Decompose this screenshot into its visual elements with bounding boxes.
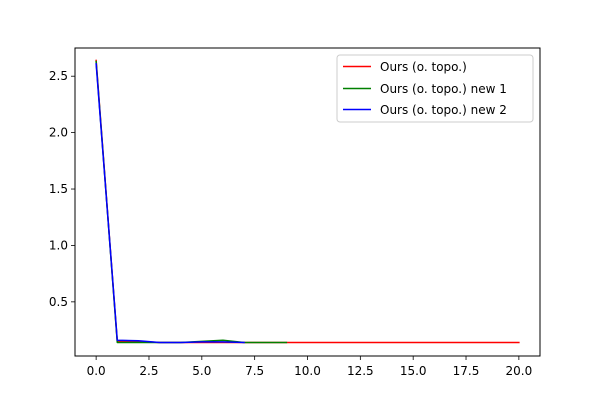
x-tick-label: 17.5 (453, 364, 480, 378)
y-tick-label: 2.0 (49, 126, 68, 140)
x-tick-label: 10.0 (294, 364, 321, 378)
x-tick-label: 7.5 (245, 364, 264, 378)
y-tick-label: 2.5 (49, 69, 68, 83)
x-tick-label: 5.0 (192, 364, 211, 378)
series-layer (95, 59, 520, 344)
y-axis: 0.5 1.0 1.5 2.0 2.5 (49, 69, 75, 309)
legend-label: Ours (o. topo.) new 2 (380, 103, 507, 117)
y-tick-label: 0.5 (49, 295, 68, 309)
legend: Ours (o. topo.) Ours (o. topo.) new 1 Ou… (336, 54, 534, 123)
x-tick-label: 12.5 (347, 364, 374, 378)
series-line (95, 62, 245, 344)
x-tick-label: 15.0 (400, 364, 427, 378)
legend-label: Ours (o. topo.) (380, 60, 467, 74)
x-tick-label: 20.0 (506, 364, 533, 378)
x-axis: 0.0 2.5 5.0 7.5 10.0 12.5 15.0 17.5 20.0 (87, 356, 533, 378)
y-tick-label: 1.0 (49, 238, 68, 252)
x-tick-label: 2.5 (139, 364, 158, 378)
legend-frame (336, 54, 534, 123)
x-tick-label: 0.0 (87, 364, 106, 378)
legend-label: Ours (o. topo.) new 1 (380, 82, 507, 96)
y-tick-label: 1.5 (49, 182, 68, 196)
